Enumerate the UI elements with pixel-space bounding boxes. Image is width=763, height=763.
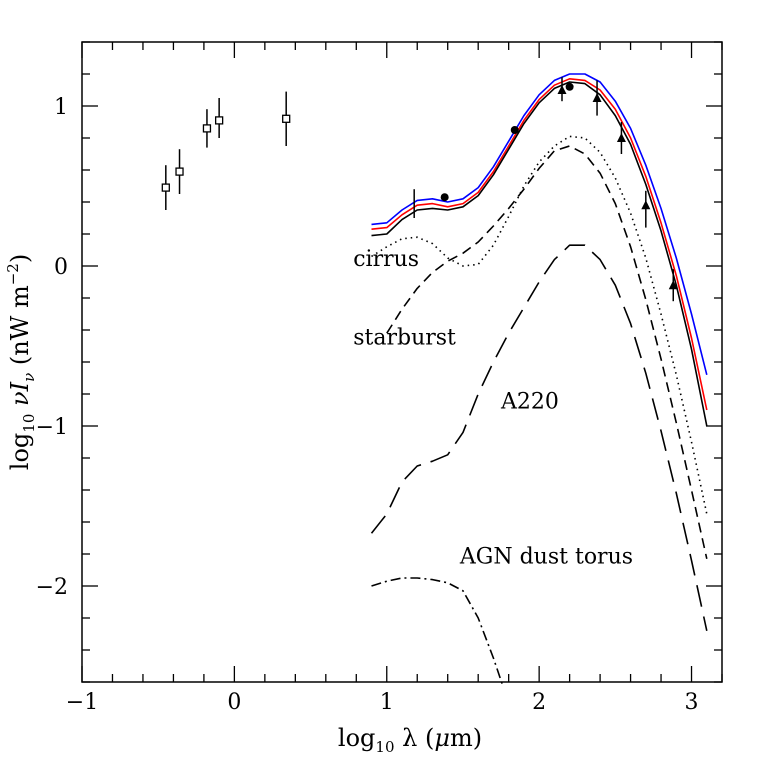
data-square (282, 114, 291, 123)
data-square (161, 183, 170, 192)
annotation-cirrus: cirrus (353, 247, 419, 272)
y-tick-label: −2 (36, 575, 68, 600)
data-square (202, 124, 212, 133)
data-circle (510, 126, 519, 134)
y-tick-label: −1 (36, 415, 68, 440)
x-tick-label: −1 (66, 690, 98, 715)
annotation-starburst: starburst (353, 325, 456, 350)
x-axis-label: log10 λ (μm) (338, 724, 482, 756)
data-triangle (668, 280, 678, 290)
annotations: cirrus starburst A220 AGN dust torus (353, 247, 633, 570)
annotation-a220: A220 (500, 389, 559, 414)
curve-blue (371, 73, 708, 375)
y-axis-label: log10 νIν (nW m−2) (4, 254, 38, 470)
model-curves (370, 73, 708, 686)
data-square (214, 116, 224, 125)
tick-labels: −1 0 1 2 3 1 0 −1 −2 (36, 95, 699, 715)
curve-starburst (386, 145, 708, 559)
curve-cirrus (371, 135, 708, 515)
axis-ticks (81, 41, 723, 683)
data-triangle (616, 133, 626, 142)
plot-frame (81, 41, 723, 683)
data-circle (440, 193, 449, 202)
x-tick-label: 2 (532, 690, 546, 715)
y-tick-label: 1 (54, 95, 68, 120)
curve-total (371, 81, 708, 427)
x-tick-label: 3 (685, 690, 699, 715)
data-triangle (557, 85, 567, 94)
data-circle (565, 82, 574, 91)
curve-red (371, 78, 708, 411)
x-tick-label: 1 (380, 690, 394, 715)
curve-a220 (370, 244, 708, 631)
data-triangle (641, 200, 651, 210)
x-tick-label: 0 (227, 690, 241, 715)
y-tick-label: 0 (54, 255, 68, 280)
data-triangle (592, 93, 602, 102)
data-square (175, 167, 184, 176)
annotation-agn: AGN dust torus (459, 545, 633, 570)
data-points (161, 77, 678, 302)
curve-agn (371, 577, 504, 686)
